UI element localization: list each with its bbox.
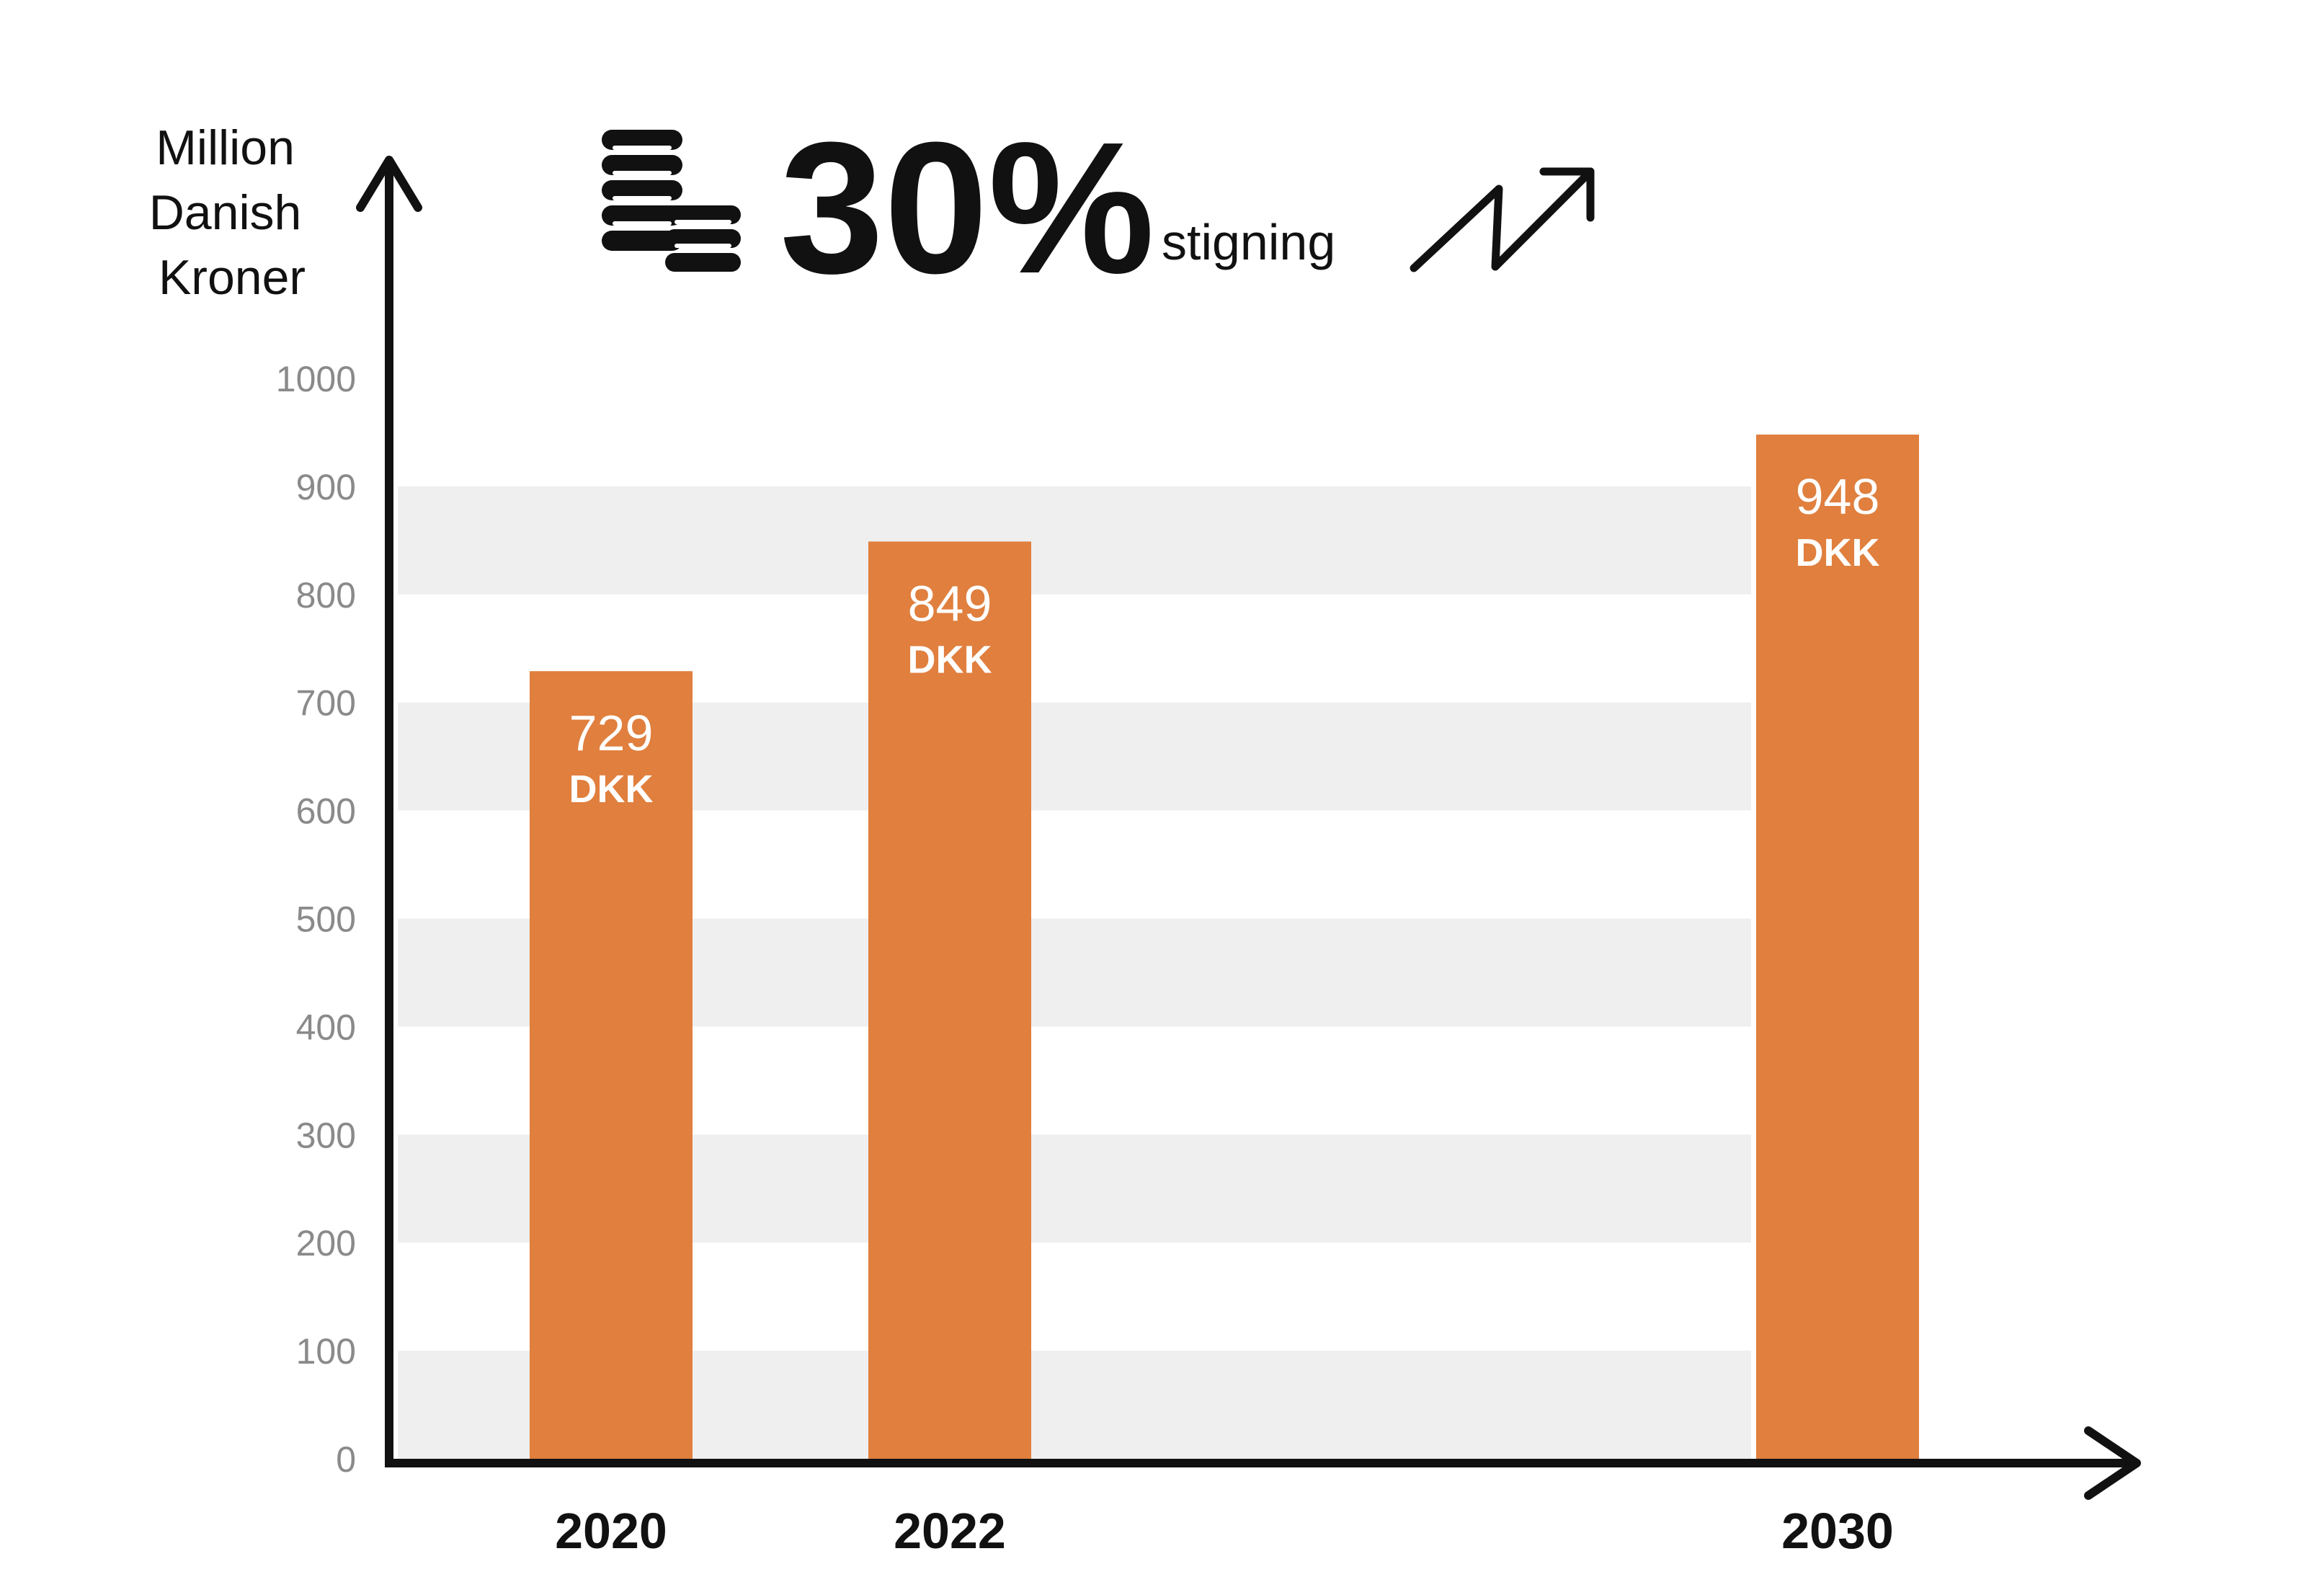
y-tick-label: 300 [296,1115,356,1155]
y-tick-label: 200 [296,1223,356,1263]
bar-unit-label: DKK [1796,531,1880,574]
y-tick-label: 100 [296,1331,356,1372]
y-tick-labels: 0 100 200 300 400 500 600 700 800 900 1000 [276,359,356,1480]
bar [530,671,693,1460]
y-tick-label: 1000 [276,359,356,399]
y-tick-label: 600 [296,791,356,832]
y-tick-label: 500 [296,899,356,940]
x-category-label: 2020 [555,1503,667,1559]
y-tick-label: 700 [296,683,356,724]
y-tick-label: 900 [296,467,356,507]
x-category-labels: 2020 2022 2030 [555,1503,1894,1559]
bar-value-label: 729 [569,705,654,761]
y-axis-title: Million Danish Kroner [149,120,316,305]
y-axis-title-line-2: Danish [149,185,302,240]
y-axis-arrowhead [356,156,422,212]
x-axis-arrowhead [2084,1426,2141,1500]
headline-percent: 30% [780,104,1154,313]
bar-value-label: 849 [908,575,992,631]
x-category-label: 2030 [1781,1503,1894,1559]
y-tick-label: 400 [296,1007,356,1047]
coins-stack-icon-highlights [613,146,731,248]
y-axis-title-line-1: Million [156,120,295,175]
bar-unit-label: DKK [908,638,992,681]
axes [356,156,2141,1500]
y-tick-label: 0 [336,1439,356,1480]
bar-value-label: 948 [1796,468,1880,525]
y-axis-title-line-3: Kroner [159,250,306,305]
bar-unit-label: DKK [569,768,654,811]
bars: 729 DKK 849 DKK 948 DKK [530,434,1919,1460]
x-category-label: 2022 [894,1503,1006,1559]
trend-up-arrow-icon [1410,167,1595,272]
grid-bands [398,486,1751,1459]
coins-stack-icon [602,130,741,272]
bar [1756,434,1919,1460]
bar [868,541,1031,1460]
headline-caption: stigning [1162,214,1335,270]
grid-band [398,486,1751,595]
y-tick-label: 800 [296,575,356,616]
